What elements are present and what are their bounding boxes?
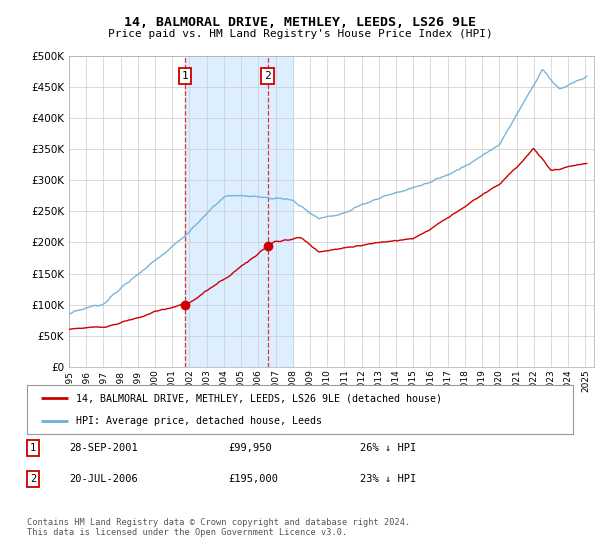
Text: 23% ↓ HPI: 23% ↓ HPI xyxy=(360,474,416,484)
Text: Price paid vs. HM Land Registry's House Price Index (HPI): Price paid vs. HM Land Registry's House … xyxy=(107,29,493,39)
Text: 14, BALMORAL DRIVE, METHLEY, LEEDS, LS26 9LE (detached house): 14, BALMORAL DRIVE, METHLEY, LEEDS, LS26… xyxy=(76,393,442,403)
Text: 2: 2 xyxy=(30,474,36,484)
Text: 14, BALMORAL DRIVE, METHLEY, LEEDS, LS26 9LE: 14, BALMORAL DRIVE, METHLEY, LEEDS, LS26… xyxy=(124,16,476,29)
Text: HPI: Average price, detached house, Leeds: HPI: Average price, detached house, Leed… xyxy=(76,416,322,426)
Text: 28-SEP-2001: 28-SEP-2001 xyxy=(69,443,138,453)
Text: 26% ↓ HPI: 26% ↓ HPI xyxy=(360,443,416,453)
Text: Contains HM Land Registry data © Crown copyright and database right 2024.
This d: Contains HM Land Registry data © Crown c… xyxy=(27,518,410,538)
Text: 1: 1 xyxy=(182,71,188,81)
Text: £195,000: £195,000 xyxy=(228,474,278,484)
Text: 20-JUL-2006: 20-JUL-2006 xyxy=(69,474,138,484)
Text: £99,950: £99,950 xyxy=(228,443,272,453)
Text: 1: 1 xyxy=(30,443,36,453)
Text: 2: 2 xyxy=(264,71,271,81)
Bar xyxy=(185,56,293,367)
